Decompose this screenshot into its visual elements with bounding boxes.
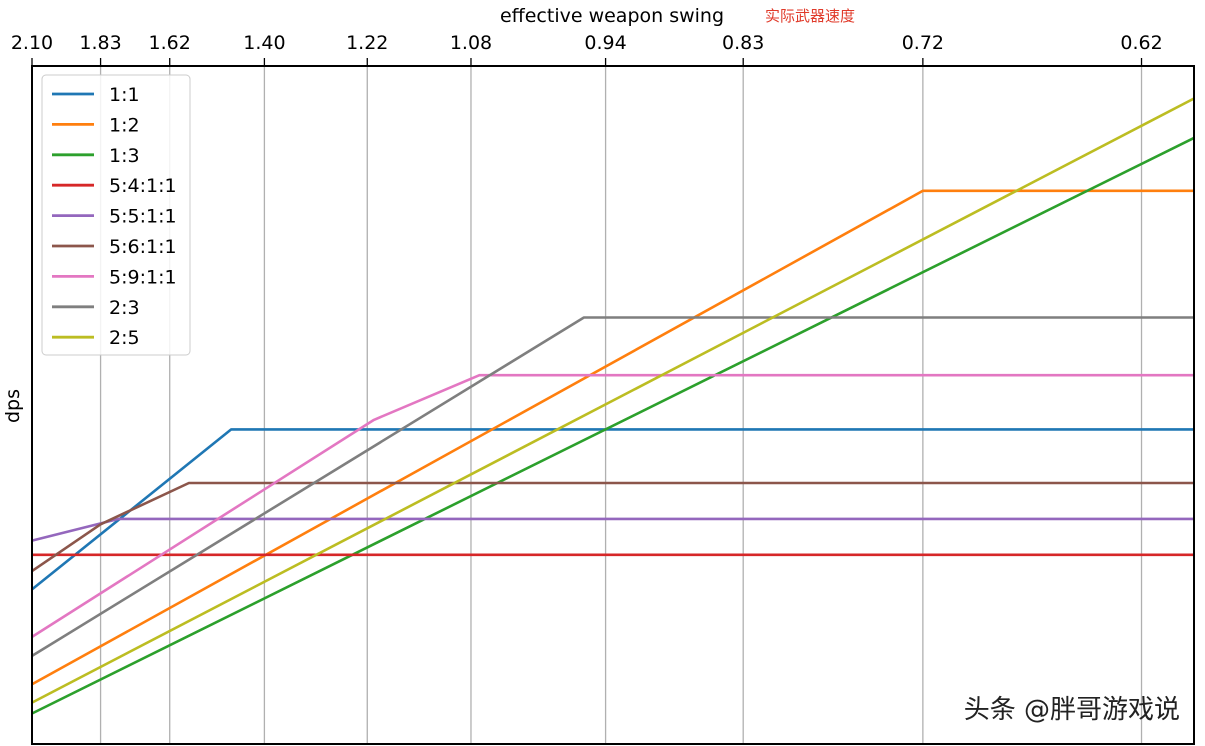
series-line-6 (31, 481, 1194, 573)
plot-frame (31, 65, 1195, 745)
x-tick-label: 1.83 (79, 32, 121, 54)
x-tick-label: 0.94 (584, 32, 626, 54)
x-tick-label: 2.10 (11, 32, 53, 54)
legend-entry-label: 5:5:1:1 (109, 206, 177, 228)
series-line-5 (31, 517, 1194, 542)
x-ticks: 2.10 1.83 1.62 1.40 1.22 1.08 0.94 0.83 0.72 0.62 (11, 32, 1163, 66)
x-tick-label: 1.62 (149, 32, 191, 54)
series-line-8 (31, 316, 1194, 658)
legend-entry-label: 5:6:1:1 (109, 236, 177, 258)
x-axis-title: effective weapon swing (500, 5, 724, 27)
series-line-3 (31, 136, 1195, 715)
x-tick-label: 1.22 (346, 32, 388, 54)
series-line-9 (31, 97, 1195, 704)
y-axis-title: dps (2, 389, 24, 423)
legend-entry-label: 2:5 (109, 327, 140, 349)
legend-entry-label: 2:3 (109, 297, 140, 319)
series-line-2 (31, 189, 1194, 686)
legend-entry-label: 1:3 (109, 145, 140, 167)
legend-entry-label: 1:2 (109, 114, 140, 136)
x-tick-label: 1.40 (243, 32, 285, 54)
series-lines (31, 97, 1195, 715)
x-tick-label: 0.83 (722, 32, 764, 54)
annotation-label: 实际武器速度 (765, 7, 855, 25)
x-tick-label: 0.72 (902, 32, 944, 54)
legend-entry-label: 5:9:1:1 (109, 266, 177, 288)
legend-entry-label: 5:4:1:1 (109, 175, 177, 197)
legend: 1:1 1:2 1:3 5:4:1:1 5:5:1:1 5:6:1:1 5:9:1:1 2:3… (41, 74, 191, 356)
x-tick-label: 1.08 (450, 32, 492, 54)
series-line-7 (31, 373, 1194, 638)
watermark: 头条 @胖哥游戏说 (964, 695, 1180, 725)
x-tick-label: 0.62 (1120, 32, 1162, 54)
series-line-1 (31, 428, 1194, 591)
x-gridlines (99, 66, 1143, 744)
legend-entry-label: 1:1 (109, 84, 140, 106)
legend-box (41, 74, 191, 356)
